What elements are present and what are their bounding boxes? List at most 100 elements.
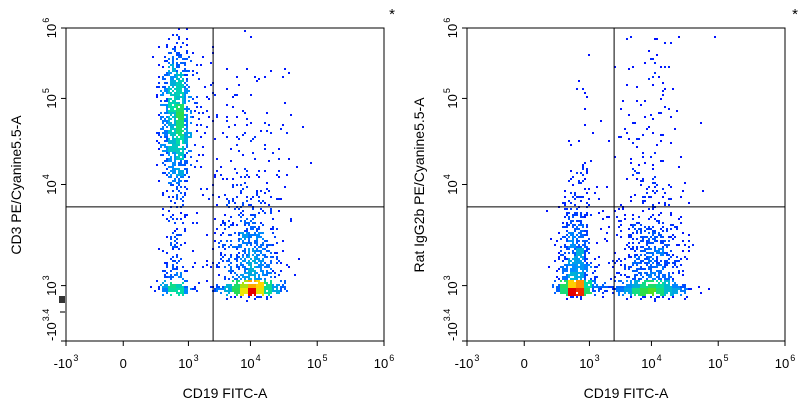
- density-dot: [662, 266, 664, 268]
- density-dot: [560, 266, 562, 268]
- density-dot: [676, 266, 678, 268]
- density-dot: [638, 216, 640, 218]
- density-dot: [178, 156, 180, 158]
- density-dot: [622, 282, 624, 284]
- density-dot: [652, 232, 654, 234]
- density-dot: [258, 282, 260, 284]
- density-dot: [620, 264, 622, 266]
- density-dot: [228, 234, 230, 236]
- density-dot: [168, 160, 170, 162]
- density-dot: [620, 286, 622, 288]
- density-dot: [250, 270, 252, 272]
- density-dot: [572, 288, 574, 290]
- density-dot: [174, 70, 176, 72]
- density-dot: [166, 104, 168, 106]
- density-dot: [182, 156, 184, 158]
- density-dot: [240, 262, 242, 264]
- density-dot: [672, 292, 674, 294]
- density-dot: [176, 58, 178, 60]
- density-dot: [170, 124, 172, 126]
- density-dot: [632, 270, 634, 272]
- density-dot: [632, 218, 634, 220]
- density-dot: [256, 266, 258, 268]
- density-dot: [184, 132, 186, 134]
- density-dot: [582, 274, 584, 276]
- x-tick-label: -103: [54, 353, 79, 371]
- density-dot: [176, 254, 178, 256]
- density-dot: [660, 260, 662, 262]
- density-dot: [244, 284, 246, 286]
- density-dot: [178, 92, 180, 94]
- density-dot: [256, 272, 258, 274]
- density-dot: [242, 290, 244, 292]
- density-dot: [658, 284, 660, 286]
- density-dot: [166, 116, 168, 118]
- density-dot: [268, 286, 270, 288]
- density-dot: [234, 284, 236, 286]
- density-dot: [248, 286, 250, 288]
- density-dot: [628, 254, 630, 256]
- density-dot: [178, 118, 180, 120]
- density-dot: [606, 286, 608, 288]
- density-dot: [180, 192, 182, 194]
- density-dot: [244, 252, 246, 254]
- density-dot: [236, 290, 238, 292]
- density-dot: [182, 94, 184, 96]
- density-dot: [186, 214, 188, 216]
- density-dot: [668, 276, 670, 278]
- density-dot: [642, 282, 644, 284]
- density-dot: [270, 276, 272, 278]
- density-dot: [692, 244, 694, 246]
- density-dot: [182, 106, 184, 108]
- density-dot: [560, 284, 562, 286]
- density-dot: [572, 296, 574, 298]
- density-dot: [568, 294, 570, 296]
- density-dot: [182, 78, 184, 80]
- density-dot: [252, 268, 254, 270]
- density-dot: [628, 284, 630, 286]
- density-dot: [600, 228, 602, 230]
- density-dot: [582, 272, 584, 274]
- density-dot: [566, 278, 568, 280]
- density-dot: [180, 112, 182, 114]
- density-dot: [168, 140, 170, 142]
- density-dot: [182, 148, 184, 150]
- density-dot: [672, 224, 674, 226]
- density-dot: [278, 260, 280, 262]
- density-dot: [662, 222, 664, 224]
- density-dot: [228, 288, 230, 290]
- density-dot: [180, 120, 182, 122]
- density-dot: [584, 250, 586, 252]
- density-dot: [680, 286, 682, 288]
- density-dot: [602, 218, 604, 220]
- density-dot: [636, 178, 638, 180]
- density-dot: [250, 284, 252, 286]
- density-dot: [240, 220, 242, 222]
- density-dot: [230, 270, 232, 272]
- density-dot: [256, 244, 258, 246]
- density-dot: [238, 150, 240, 152]
- density-dot: [176, 110, 178, 112]
- density-dot: [662, 248, 664, 250]
- density-dot: [566, 288, 568, 290]
- density-dot: [576, 264, 578, 266]
- density-dot: [180, 288, 182, 290]
- density-dot: [244, 288, 246, 290]
- density-dot: [248, 264, 250, 266]
- density-dot: [594, 192, 596, 194]
- density-dot: [568, 264, 570, 266]
- density-dot: [224, 214, 226, 216]
- density-dot: [220, 224, 222, 226]
- density-dot: [182, 116, 184, 118]
- density-dot: [580, 234, 582, 236]
- density-dot: [250, 274, 252, 276]
- density-dot: [652, 278, 654, 280]
- density-dot: [174, 180, 176, 182]
- density-dot: [190, 134, 192, 136]
- density-dot: [242, 260, 244, 262]
- density-dot: [166, 272, 168, 274]
- density-dot: [278, 290, 280, 292]
- density-dot: [624, 288, 626, 290]
- density-dot: [170, 92, 172, 94]
